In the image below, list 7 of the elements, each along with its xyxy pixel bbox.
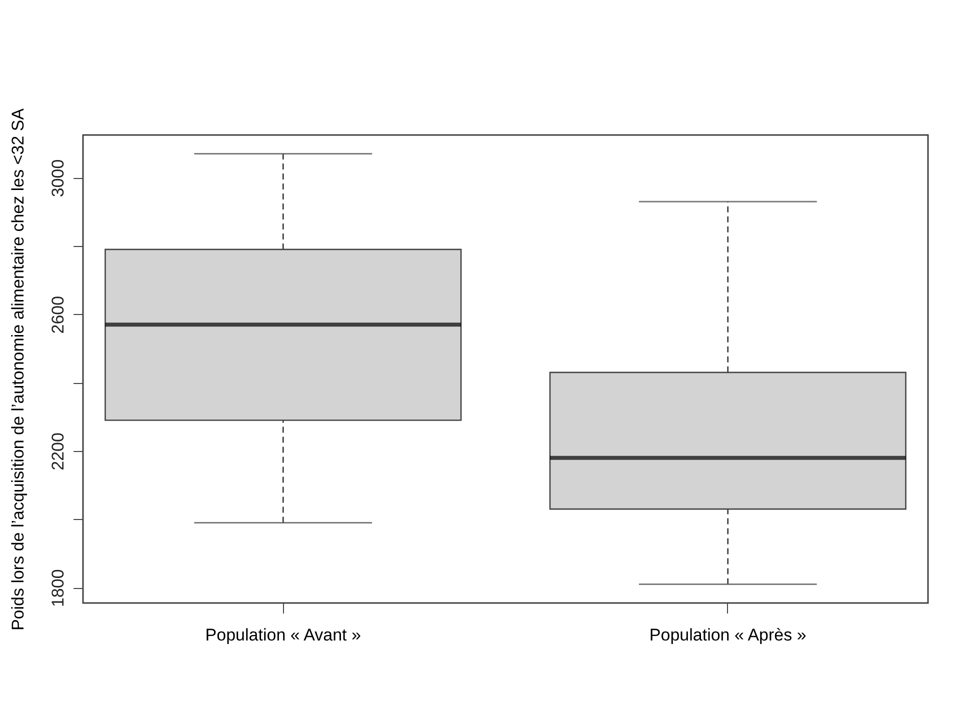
x-tick-label: Population « Après » bbox=[649, 626, 806, 644]
y-axis-title: Poids lors de l’acquisition de l’autonomie alimentaire chez les <32 SA bbox=[8, 108, 28, 631]
x-tick-label: Population « Avant » bbox=[205, 626, 361, 644]
y-tick-label: 1800 bbox=[48, 569, 68, 608]
y-tick-label: 2600 bbox=[48, 296, 68, 334]
y-tick-label: 2200 bbox=[48, 432, 68, 470]
y-tick-label: 3000 bbox=[48, 159, 68, 198]
